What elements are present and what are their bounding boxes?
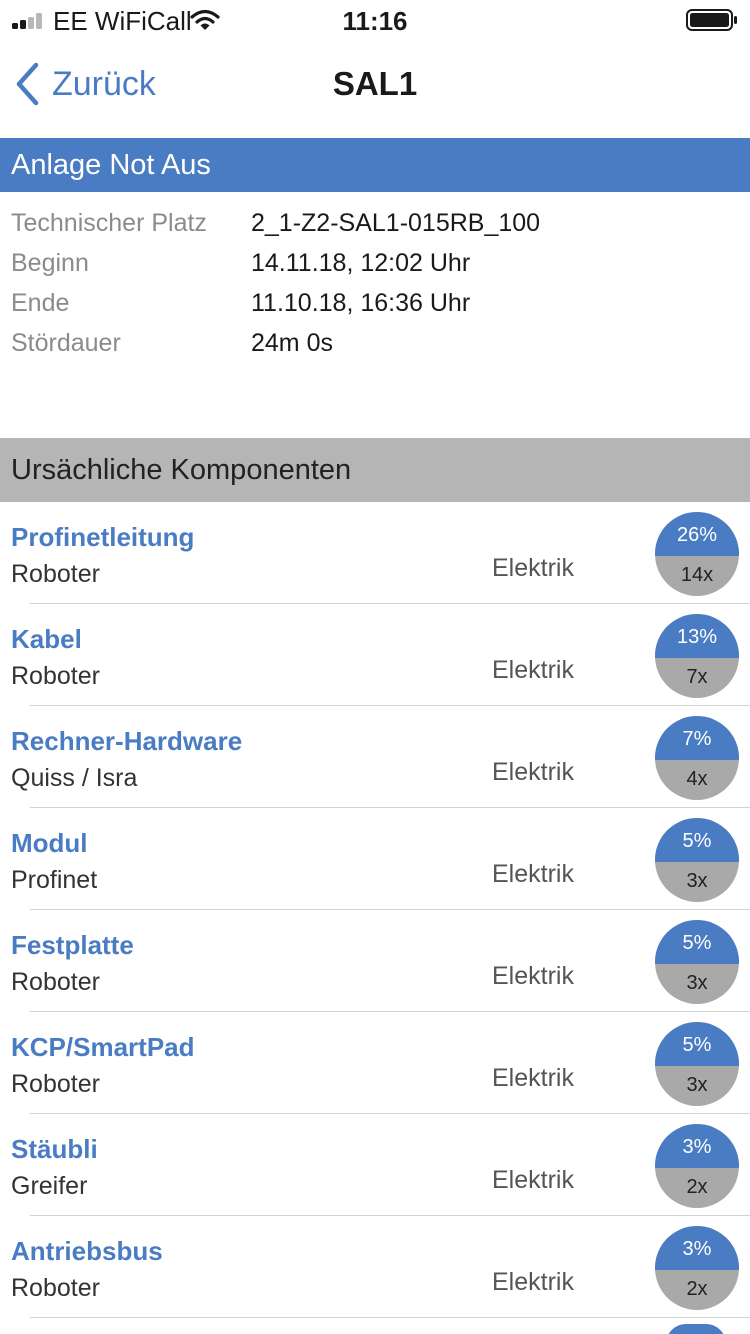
status-bar: EE WiFiCall 11:16: [0, 0, 750, 40]
carrier-label: EE WiFiCall: [53, 6, 192, 36]
occurrence-count: 3x: [686, 870, 708, 892]
component-name: Stäubli: [11, 1134, 98, 1164]
battery-icon: [686, 9, 737, 31]
detail-label: Beginn: [11, 249, 89, 277]
wifi-icon: [190, 9, 220, 30]
alarm-title: Anlage Not Aus: [11, 149, 211, 181]
component-category: Elektrik: [492, 1064, 574, 1092]
detail-label: Ende: [11, 289, 70, 317]
share-percent: 3%: [682, 1238, 712, 1260]
occurrence-count: 7x: [686, 666, 708, 688]
occurrence-count: 2x: [686, 1278, 708, 1300]
component-row[interactable]: KCP/SmartPad Roboter Elektrik 5% 3x: [0, 1012, 750, 1114]
page-title: SAL1: [332, 65, 418, 102]
component-row[interactable]: Festplatte Roboter Elektrik 5% 3x: [0, 910, 750, 1012]
component-category: Elektrik: [492, 1268, 574, 1296]
back-button-label: Zurück: [52, 65, 156, 103]
share-badge: 3% 2x: [655, 1226, 739, 1310]
occurrence-count: 14x: [680, 564, 714, 586]
detail-value: 24m 0s: [251, 329, 333, 357]
status-time: 11:16: [342, 6, 408, 36]
component-category: Elektrik: [492, 656, 574, 684]
detail-value: 14.11.18, 12:02 Uhr: [251, 249, 471, 277]
detail-label: Technischer Platz: [11, 209, 207, 237]
share-badge: 5% 3x: [655, 818, 739, 902]
navigation-bar: Zurück SAL1: [0, 40, 750, 128]
component-name: KCP/SmartPad: [11, 1032, 195, 1062]
component-name: Modul: [11, 828, 88, 858]
chevron-left-icon: [16, 62, 39, 106]
component-row[interactable]: Stäubli Greifer Elektrik 3% 2x: [0, 1114, 750, 1216]
occurrence-count: 2x: [686, 1176, 708, 1198]
share-percent: 7%: [682, 728, 712, 750]
component-list: Profinetleitung Roboter Elektrik 26% 14x…: [0, 502, 750, 1318]
back-button[interactable]: Zurück: [14, 60, 156, 108]
component-name: Kabel: [11, 624, 82, 654]
occurrence-count: 3x: [686, 1074, 708, 1096]
share-percent: 3%: [682, 1136, 712, 1158]
alarm-details: Technischer Platz 2_1-Z2-SAL1-015RB_100 …: [0, 205, 750, 365]
component-name: Antriebsbus: [11, 1236, 163, 1266]
component-subtitle: Quiss / Isra: [11, 764, 138, 792]
component-subtitle: Profinet: [11, 866, 98, 894]
share-percent: 5%: [682, 830, 712, 852]
detail-label: Stördauer: [11, 329, 121, 357]
share-badge: 26% 14x: [655, 512, 739, 596]
signal-icon: [12, 13, 46, 29]
detail-value: 11.10.18, 16:36 Uhr: [251, 289, 471, 317]
detail-row-technical-place: Technischer Platz 2_1-Z2-SAL1-015RB_100: [0, 205, 750, 245]
component-name: Profinetleitung: [11, 522, 195, 552]
component-name: Festplatte: [11, 930, 134, 960]
component-row[interactable]: Profinetleitung Roboter Elektrik 26% 14x: [0, 502, 750, 604]
component-name: Rechner-Hardware: [11, 726, 243, 756]
share-percent: 5%: [682, 932, 712, 954]
component-subtitle: Greifer: [11, 1172, 88, 1200]
detail-row-begin: Beginn 14.11.18, 12:02 Uhr: [0, 245, 750, 285]
component-category: Elektrik: [492, 860, 574, 888]
next-share-badge: [666, 1324, 726, 1334]
component-row[interactable]: Rechner-Hardware Quiss / Isra Elektrik 7…: [0, 706, 750, 808]
share-badge: 5% 3x: [655, 1022, 739, 1106]
component-row[interactable]: Kabel Roboter Elektrik 13% 7x: [0, 604, 750, 706]
occurrence-count: 4x: [686, 768, 708, 790]
share-badge: 7% 4x: [655, 716, 739, 800]
components-section-header: Ursächliche Komponenten: [0, 438, 750, 502]
share-badge: 13% 7x: [655, 614, 739, 698]
share-percent: 26%: [676, 524, 718, 546]
component-category: Elektrik: [492, 554, 574, 582]
component-category: Elektrik: [492, 758, 574, 786]
share-badge: 3% 2x: [655, 1124, 739, 1208]
detail-value: 2_1-Z2-SAL1-015RB_100: [251, 209, 541, 237]
components-section-title: Ursächliche Komponenten: [11, 454, 352, 486]
component-subtitle: Roboter: [11, 1274, 100, 1302]
component-subtitle: Roboter: [11, 1070, 100, 1098]
occurrence-count: 3x: [686, 972, 708, 994]
component-category: Elektrik: [492, 962, 574, 990]
detail-row-duration: Stördauer 24m 0s: [0, 325, 750, 365]
share-badge: 5% 3x: [655, 920, 739, 1004]
component-row[interactable]: Antriebsbus Roboter Elektrik 3% 2x: [0, 1216, 750, 1318]
share-percent: 5%: [682, 1034, 712, 1056]
detail-row-end: Ende 11.10.18, 16:36 Uhr: [0, 285, 750, 325]
component-row[interactable]: Modul Profinet Elektrik 5% 3x: [0, 808, 750, 910]
share-percent: 13%: [676, 626, 718, 648]
component-category: Elektrik: [492, 1166, 574, 1194]
component-subtitle: Roboter: [11, 560, 100, 588]
component-subtitle: Roboter: [11, 968, 100, 996]
alarm-title-header: Anlage Not Aus: [0, 138, 750, 192]
component-subtitle: Roboter: [11, 662, 100, 690]
